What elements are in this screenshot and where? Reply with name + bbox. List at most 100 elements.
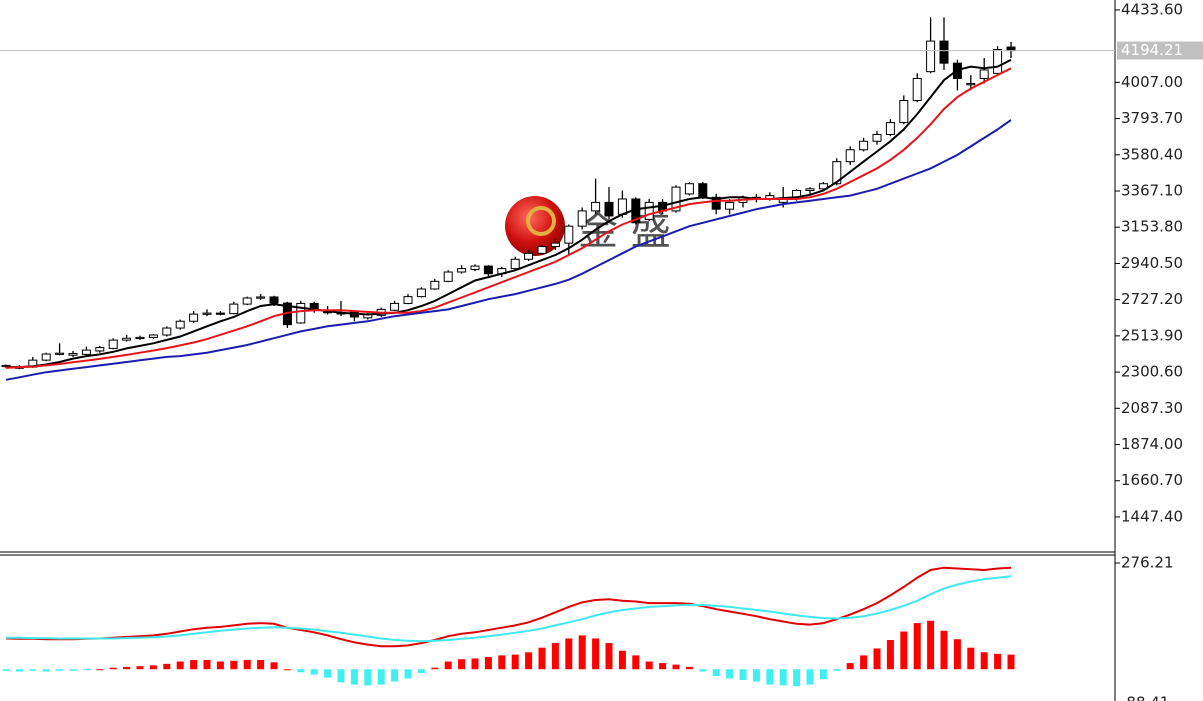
candle-body [55,352,65,355]
candle-body [644,201,654,220]
histogram-bar [551,643,559,670]
histogram-bar [538,647,546,670]
histogram-bar [699,669,707,672]
y-tick-label: 3580.40 [1121,145,1183,163]
candle-body [725,201,735,210]
histogram-bar [364,669,372,686]
histogram-bar [659,663,667,670]
histogram-bar [149,665,157,670]
histogram-bar [257,660,265,670]
histogram-bar [994,653,1002,670]
histogram-bar [511,654,519,670]
histogram-bar [913,623,921,670]
watermark: 金 盛 [505,196,671,256]
histogram-bar [846,663,854,670]
histogram-bar [886,640,894,670]
candle-body [430,280,440,290]
histogram-bar [203,660,211,670]
histogram-bar [444,661,452,670]
candle-body [41,353,51,361]
histogram-bar [243,660,251,670]
histogram-bar [377,669,385,685]
candle-body [81,349,91,355]
y-tick-label: 2513.90 [1121,326,1183,344]
y-tick-label: -88.41 [1121,694,1169,701]
histogram-bar [967,647,975,670]
histogram-bar [230,660,238,670]
histogram-bar [833,669,841,671]
histogram-bar [685,666,693,670]
histogram-bar [270,662,278,670]
histogram-bar [484,656,492,670]
histogram-bar [953,639,961,670]
y-tick-label: 3367.10 [1121,182,1183,200]
moving-average-line [5,119,1012,381]
histogram-bar [297,669,305,673]
candle-body [577,210,587,227]
candle-body [617,198,627,215]
candle-body [457,268,467,273]
candle-body [510,258,520,270]
histogram-bar [927,620,935,670]
candle-body [256,296,266,299]
histogram-bar [69,669,77,671]
candle-body [859,140,869,151]
histogram-bar [136,666,144,670]
candle-body [912,77,922,102]
histogram-bar [726,669,734,679]
histogram-bar [471,658,479,670]
histogram-bar [605,643,613,670]
histogram-bar [350,669,358,685]
candle-body [390,302,400,311]
histogram-bar [525,652,533,670]
candle-body [845,149,855,163]
candle-body [229,303,239,315]
histogram-bar [190,660,198,670]
candle-body [189,313,199,322]
macd-line [5,566,1012,648]
histogram-bar [2,669,10,671]
candle-body [711,196,721,210]
y-tick-label: 276.21 [1121,553,1174,571]
histogram-bar [565,638,573,670]
candle-body [269,296,279,304]
candle-body [591,201,601,212]
candle-body [993,49,1003,74]
histogram-bar [578,635,586,670]
y-tick-label: 2940.50 [1121,254,1183,272]
histogram-bar [779,669,787,686]
histogram-bar [96,669,104,671]
candle-body [403,296,413,304]
candle-body [470,265,480,270]
histogram-bar [310,669,318,675]
histogram-bar [766,669,774,685]
candle-body [926,40,936,73]
histogram-bar [458,659,466,670]
y-tick-label: 3153.80 [1121,218,1183,236]
candle-body [175,320,185,329]
histogram-bar [283,669,291,671]
candle-body [242,297,252,305]
histogram-bar [806,669,814,685]
candle-body [443,271,453,282]
histogram-bar [82,669,90,671]
candle-body [872,133,882,142]
y-tick-label: 4433.60 [1121,0,1183,18]
y-tick-label: 2727.20 [1121,290,1183,308]
histogram-bar [404,669,412,679]
histogram-bar [337,669,345,683]
y-tick-label: 1447.40 [1121,507,1183,525]
last-price-label: 4194.21 [1121,41,1183,59]
histogram-bar [163,663,171,670]
y-tick-label: 4007.00 [1121,73,1183,91]
histogram-bar [123,666,131,670]
candle-body [524,252,534,260]
candle-body [550,242,560,248]
histogram-bar [860,655,868,670]
histogram-bar [417,669,425,674]
candle-body [564,225,574,244]
histogram-bar [1007,654,1015,670]
